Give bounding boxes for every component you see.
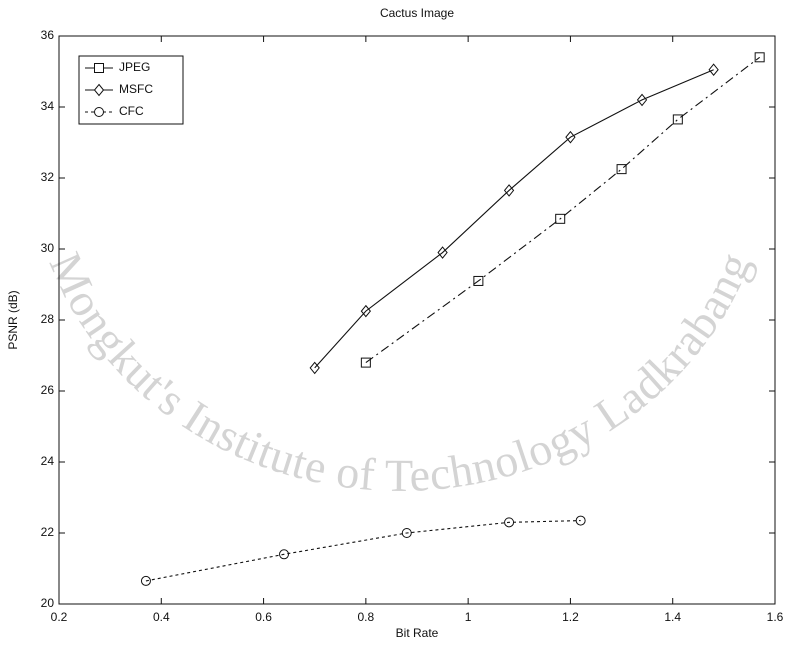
x-tick-label: 1 — [465, 610, 472, 624]
series-line — [146, 521, 581, 581]
marker — [673, 115, 682, 124]
y-tick-label: 34 — [41, 99, 55, 113]
legend-label: CFC — [119, 104, 144, 118]
legend-marker — [95, 64, 104, 73]
watermark: Mongkut's Institute of Technology Ladkra… — [40, 245, 760, 501]
page: {"chart_data": {"type": "line", "title":… — [0, 0, 788, 645]
legend-label: MSFC — [119, 82, 153, 96]
watermark-text: Mongkut's Institute of Technology Ladkra… — [40, 245, 760, 501]
y-tick-label: 32 — [41, 170, 55, 184]
x-tick-label: 0.6 — [255, 610, 272, 624]
legend-marker — [95, 108, 104, 117]
x-tick-label: 1.6 — [767, 610, 784, 624]
x-tick-label: 0.2 — [51, 610, 68, 624]
x-axis-label: Bit Rate — [396, 626, 439, 640]
y-tick-label: 30 — [41, 241, 55, 255]
x-tick-label: 1.2 — [562, 610, 579, 624]
x-tick-label: 0.4 — [153, 610, 170, 624]
y-tick-label: 28 — [41, 312, 55, 326]
y-tick-label: 22 — [41, 525, 55, 539]
chart-title: Cactus Image — [380, 6, 454, 20]
legend-label: JPEG — [119, 60, 150, 74]
y-tick-label: 36 — [41, 28, 55, 42]
y-tick-label: 26 — [41, 383, 55, 397]
chart: Mongkut's Institute of Technology Ladkra… — [0, 0, 788, 645]
x-tick-label: 1.4 — [664, 610, 681, 624]
y-tick-label: 20 — [41, 596, 55, 610]
y-tick-label: 24 — [41, 454, 55, 468]
y-axis-label: PSNR (dB) — [6, 290, 20, 349]
series-line — [315, 70, 714, 368]
x-tick-label: 0.8 — [358, 610, 375, 624]
